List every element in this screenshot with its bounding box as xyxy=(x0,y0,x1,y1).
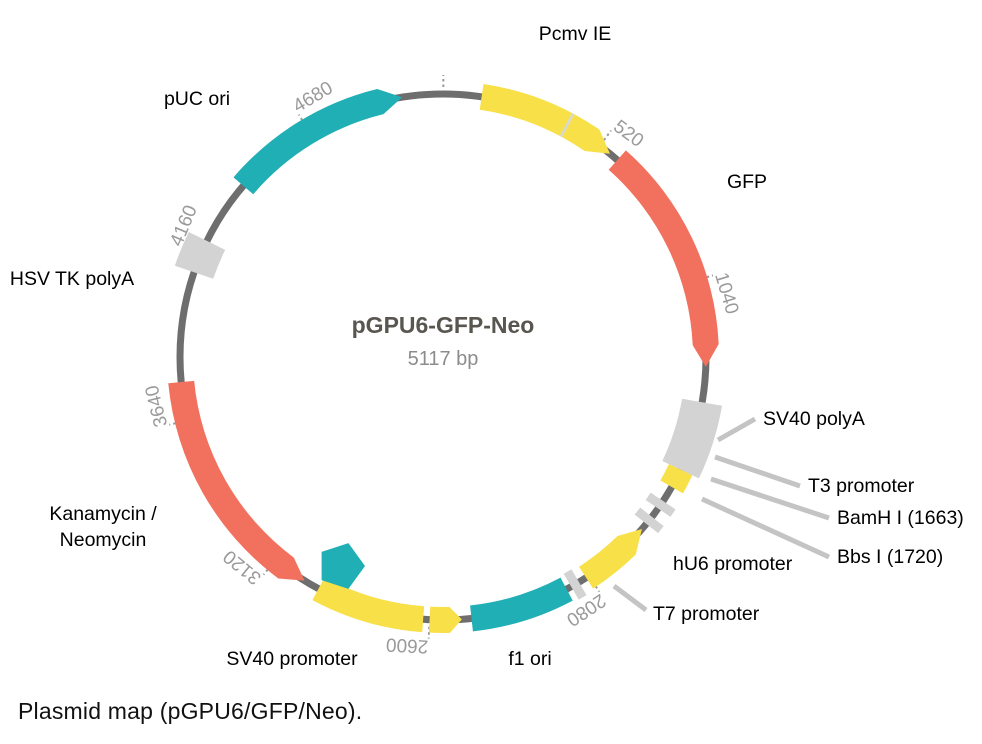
feature-label-sv40-polya: SV40 polyA xyxy=(763,408,865,430)
feature-label-sv40-promoter: SV40 promoter xyxy=(226,648,358,670)
feature-label-kan-neo: Kanamycin / Neomycin xyxy=(49,503,157,551)
feature-label-pcmv-ie: Pcmv IE xyxy=(539,23,612,45)
feature-label-t7-promoter: T7 promoter xyxy=(653,603,760,625)
feature-label-gfp: GFP xyxy=(727,171,767,193)
feature-labels-group: Pcmv IE GFP SV40 polyA T3 promoter BamH I (1… xyxy=(10,23,964,670)
feature-label-bamh-i: BamH I (1663) xyxy=(837,507,964,529)
feature-gfp[interactable] xyxy=(608,150,719,367)
feature-label-bbs-i: Bbs I (1720) xyxy=(837,546,943,568)
features-group xyxy=(168,83,723,633)
feature-label-t3-promoter: T3 promoter xyxy=(808,475,915,497)
leader-lines-group xyxy=(612,416,831,612)
feature-kan-neo[interactable] xyxy=(168,380,305,581)
feature-unlabeled-pentagon[interactable] xyxy=(321,543,365,589)
tick-label-520: 520 xyxy=(609,116,647,152)
leader-line-sv40-polya xyxy=(716,416,757,443)
plasmid-map-container: 520 1040 2080 2600 3120 3640 4160 4680 Pcmv IE G… xyxy=(10,23,964,670)
leader-line-bamh-i xyxy=(710,476,830,521)
feature-t7-promoter[interactable] xyxy=(563,569,587,600)
feature-label-hu6-promoter: hU6 promoter xyxy=(673,553,793,575)
feature-hu6-promoter[interactable] xyxy=(579,529,642,589)
tick-mark-520 xyxy=(603,129,612,141)
leader-line-bbs-i xyxy=(700,496,831,560)
center-annotation-group: pGPU6-GFP-Neo 5117 bp xyxy=(352,312,535,370)
tick-label-3640: 3640 xyxy=(142,383,173,429)
feature-label-f1-ori: f1 ori xyxy=(508,648,551,670)
feature-hsv-tk-polya[interactable] xyxy=(174,231,226,279)
feature-f1-ori-arrow[interactable] xyxy=(428,606,462,633)
feature-f1-ori[interactable] xyxy=(470,577,573,632)
plasmid-size: 5117 bp xyxy=(408,348,479,370)
feature-bbs-i[interactable] xyxy=(634,507,664,534)
feature-puc-ori[interactable] xyxy=(233,88,403,195)
figure-caption: Plasmid map (pGPU6/GFP/Neo). xyxy=(18,698,363,724)
feature-sv40-polya[interactable] xyxy=(662,398,723,479)
tick-label-2600: 2600 xyxy=(385,633,428,656)
leader-line-t7-promoter xyxy=(612,584,648,612)
feature-bamh-i[interactable] xyxy=(645,492,676,517)
plasmid-name: pGPU6-GFP-Neo xyxy=(352,312,535,338)
feature-t3-promoter[interactable] xyxy=(660,464,693,494)
feature-divider-pcmv-ie xyxy=(559,113,575,138)
feature-label-hsv-tk-polya: HSV TK polyA xyxy=(10,268,134,290)
leader-line-t3-promoter xyxy=(714,454,801,489)
feature-sv40-promoter[interactable] xyxy=(312,577,425,633)
feature-pcmv-ie[interactable] xyxy=(479,83,610,154)
feature-label-puc-ori: pUC ori xyxy=(164,88,230,110)
